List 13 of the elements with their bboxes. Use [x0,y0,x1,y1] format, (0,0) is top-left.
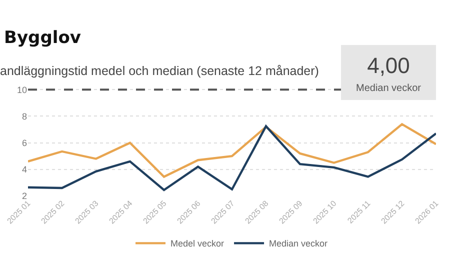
chart-title: Bygglov [4,28,81,48]
legend-label: Median veckor [269,238,328,249]
legend-label: Medel veckor [170,238,224,249]
line-series [28,123,436,178]
y-tick-label: 2 [22,191,27,202]
y-tick-label: 8 [22,111,27,122]
annotation: Median veckor [354,83,422,94]
line-series [28,125,436,192]
y-tick-label: 4 [22,164,27,175]
chart-subtitle: andläggningstid medel och median (senaste 12 månader) [0,64,319,78]
y-tick-label: 6 [22,138,27,148]
text: 4,00 [366,53,411,79]
y-tick-label: 10 [16,84,27,95]
